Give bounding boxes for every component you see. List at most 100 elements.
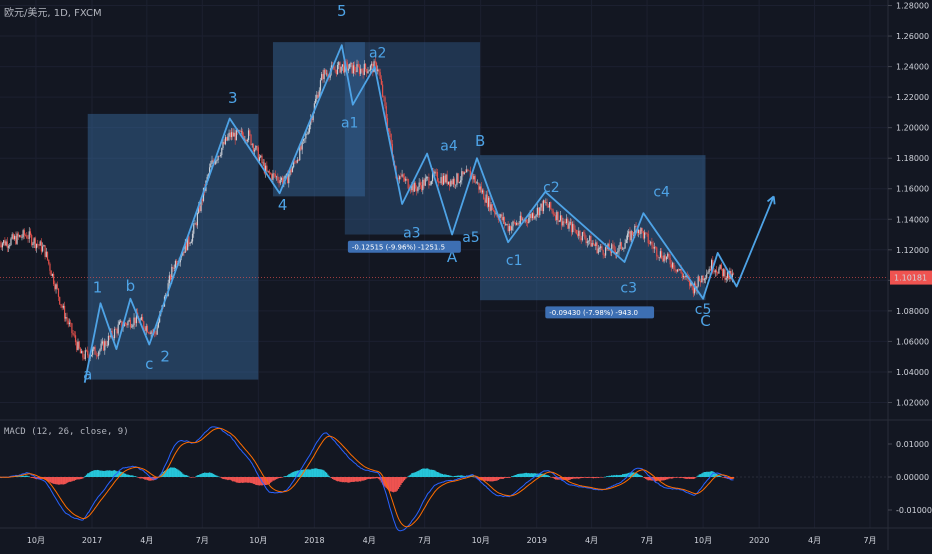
candle-body — [609, 250, 612, 253]
macd-histogram-bar — [508, 477, 511, 478]
candle-body — [128, 319, 130, 322]
candle-body — [327, 73, 329, 77]
candle-body — [539, 207, 541, 216]
macd-histogram-bar — [434, 470, 436, 477]
macd-histogram-bar — [299, 470, 301, 477]
macd-histogram-bar — [677, 477, 680, 478]
candle-body — [151, 331, 153, 333]
candle-body — [484, 199, 486, 203]
macd-histogram-bar — [44, 477, 46, 480]
macd-histogram-bar — [179, 471, 182, 477]
macd-histogram-bar — [693, 477, 696, 479]
candle-body — [491, 204, 493, 211]
macd-histogram-bar — [552, 477, 554, 478]
macd-histogram-bar — [708, 471, 710, 477]
macd-histogram-bar — [55, 477, 57, 485]
candle-body — [168, 275, 170, 284]
price-tick-label: 1.14000 — [896, 215, 929, 224]
macd-histogram-bar — [80, 477, 83, 479]
wave-label: B — [475, 132, 485, 150]
candle-body — [575, 229, 577, 234]
macd-histogram-bar — [461, 475, 463, 477]
macd-histogram-bar — [573, 477, 575, 479]
macd-histogram-bar — [608, 475, 610, 477]
candle-body — [29, 231, 32, 236]
macd-histogram-bar — [69, 477, 72, 482]
candle-body — [22, 230, 24, 238]
candle-body — [528, 217, 530, 223]
macd-histogram-bar — [310, 469, 312, 477]
candle-body — [718, 268, 720, 274]
macd-histogram-bar — [206, 472, 208, 477]
macd-histogram-bar — [236, 477, 239, 483]
candle-body — [647, 233, 649, 244]
macd-histogram-bar — [684, 477, 686, 479]
candle-body — [129, 319, 131, 328]
macd-histogram-bar — [96, 469, 99, 477]
macd-histogram-bar — [101, 470, 104, 477]
candle-body — [542, 200, 545, 212]
candle-body — [397, 178, 400, 180]
candle-body — [44, 245, 46, 257]
macd-histogram-bar — [249, 477, 251, 483]
candle-body — [300, 146, 302, 150]
macd-histogram-bar — [130, 475, 133, 477]
candle-body — [514, 222, 517, 225]
macd-histogram-bar — [307, 469, 309, 477]
macd-histogram-bar — [657, 477, 659, 481]
macd-histogram-bar — [183, 474, 185, 477]
candle-body — [201, 198, 203, 201]
macd-histogram-bar — [150, 477, 152, 481]
macd-histogram-bar — [314, 468, 317, 477]
candle-body — [94, 346, 96, 355]
candle-body — [545, 202, 547, 203]
candle-body — [312, 112, 314, 121]
candle-body — [20, 235, 22, 238]
candle-body — [434, 171, 436, 174]
macd-histogram-bar — [244, 477, 246, 483]
candle-body — [422, 179, 424, 191]
time-tick-label: 2019 — [527, 536, 547, 545]
candle-body — [704, 278, 707, 279]
macd-histogram-bar — [720, 476, 723, 478]
candle-body — [198, 205, 200, 214]
candle-body — [305, 134, 307, 139]
macd-histogram-bar — [586, 477, 589, 478]
macd-histogram-bar — [43, 477, 45, 480]
macd-histogram-bar — [458, 475, 461, 477]
macd-histogram-bar — [339, 477, 341, 482]
macd-histogram-bar — [513, 475, 515, 477]
candle-body — [584, 233, 586, 239]
candle-body — [295, 161, 297, 163]
wave-label: c — [145, 355, 153, 373]
macd-histogram-bar — [662, 477, 664, 481]
candle-body — [109, 335, 111, 337]
candle-body — [557, 211, 559, 222]
macd-histogram-bar — [193, 477, 195, 478]
macd-histogram-bar — [77, 477, 79, 480]
macd-histogram-bar — [368, 477, 370, 479]
candle-body — [378, 69, 380, 73]
macd-histogram-bar — [561, 477, 563, 481]
candle-body — [624, 243, 626, 249]
macd-histogram-bar — [351, 477, 353, 482]
macd-histogram-bar — [696, 476, 698, 477]
macd-histogram-bar — [102, 470, 105, 477]
macd-histogram-bar — [646, 477, 648, 480]
macd-histogram-bar — [107, 470, 110, 477]
macd-histogram-bar — [653, 477, 656, 482]
macd-histogram-bar — [494, 477, 496, 481]
candle-body — [228, 132, 230, 137]
macd-histogram-bar — [202, 473, 205, 477]
macd-histogram-bar — [89, 472, 91, 477]
macd-histogram-bar — [413, 472, 415, 477]
macd-histogram-bar — [495, 477, 497, 481]
price-tick-label: 1.26000 — [896, 32, 929, 41]
macd-histogram-bar — [639, 474, 641, 477]
candle-body — [169, 275, 172, 280]
candle-body — [474, 176, 476, 183]
candle-body — [221, 147, 223, 156]
macd-histogram-bar — [442, 474, 445, 477]
